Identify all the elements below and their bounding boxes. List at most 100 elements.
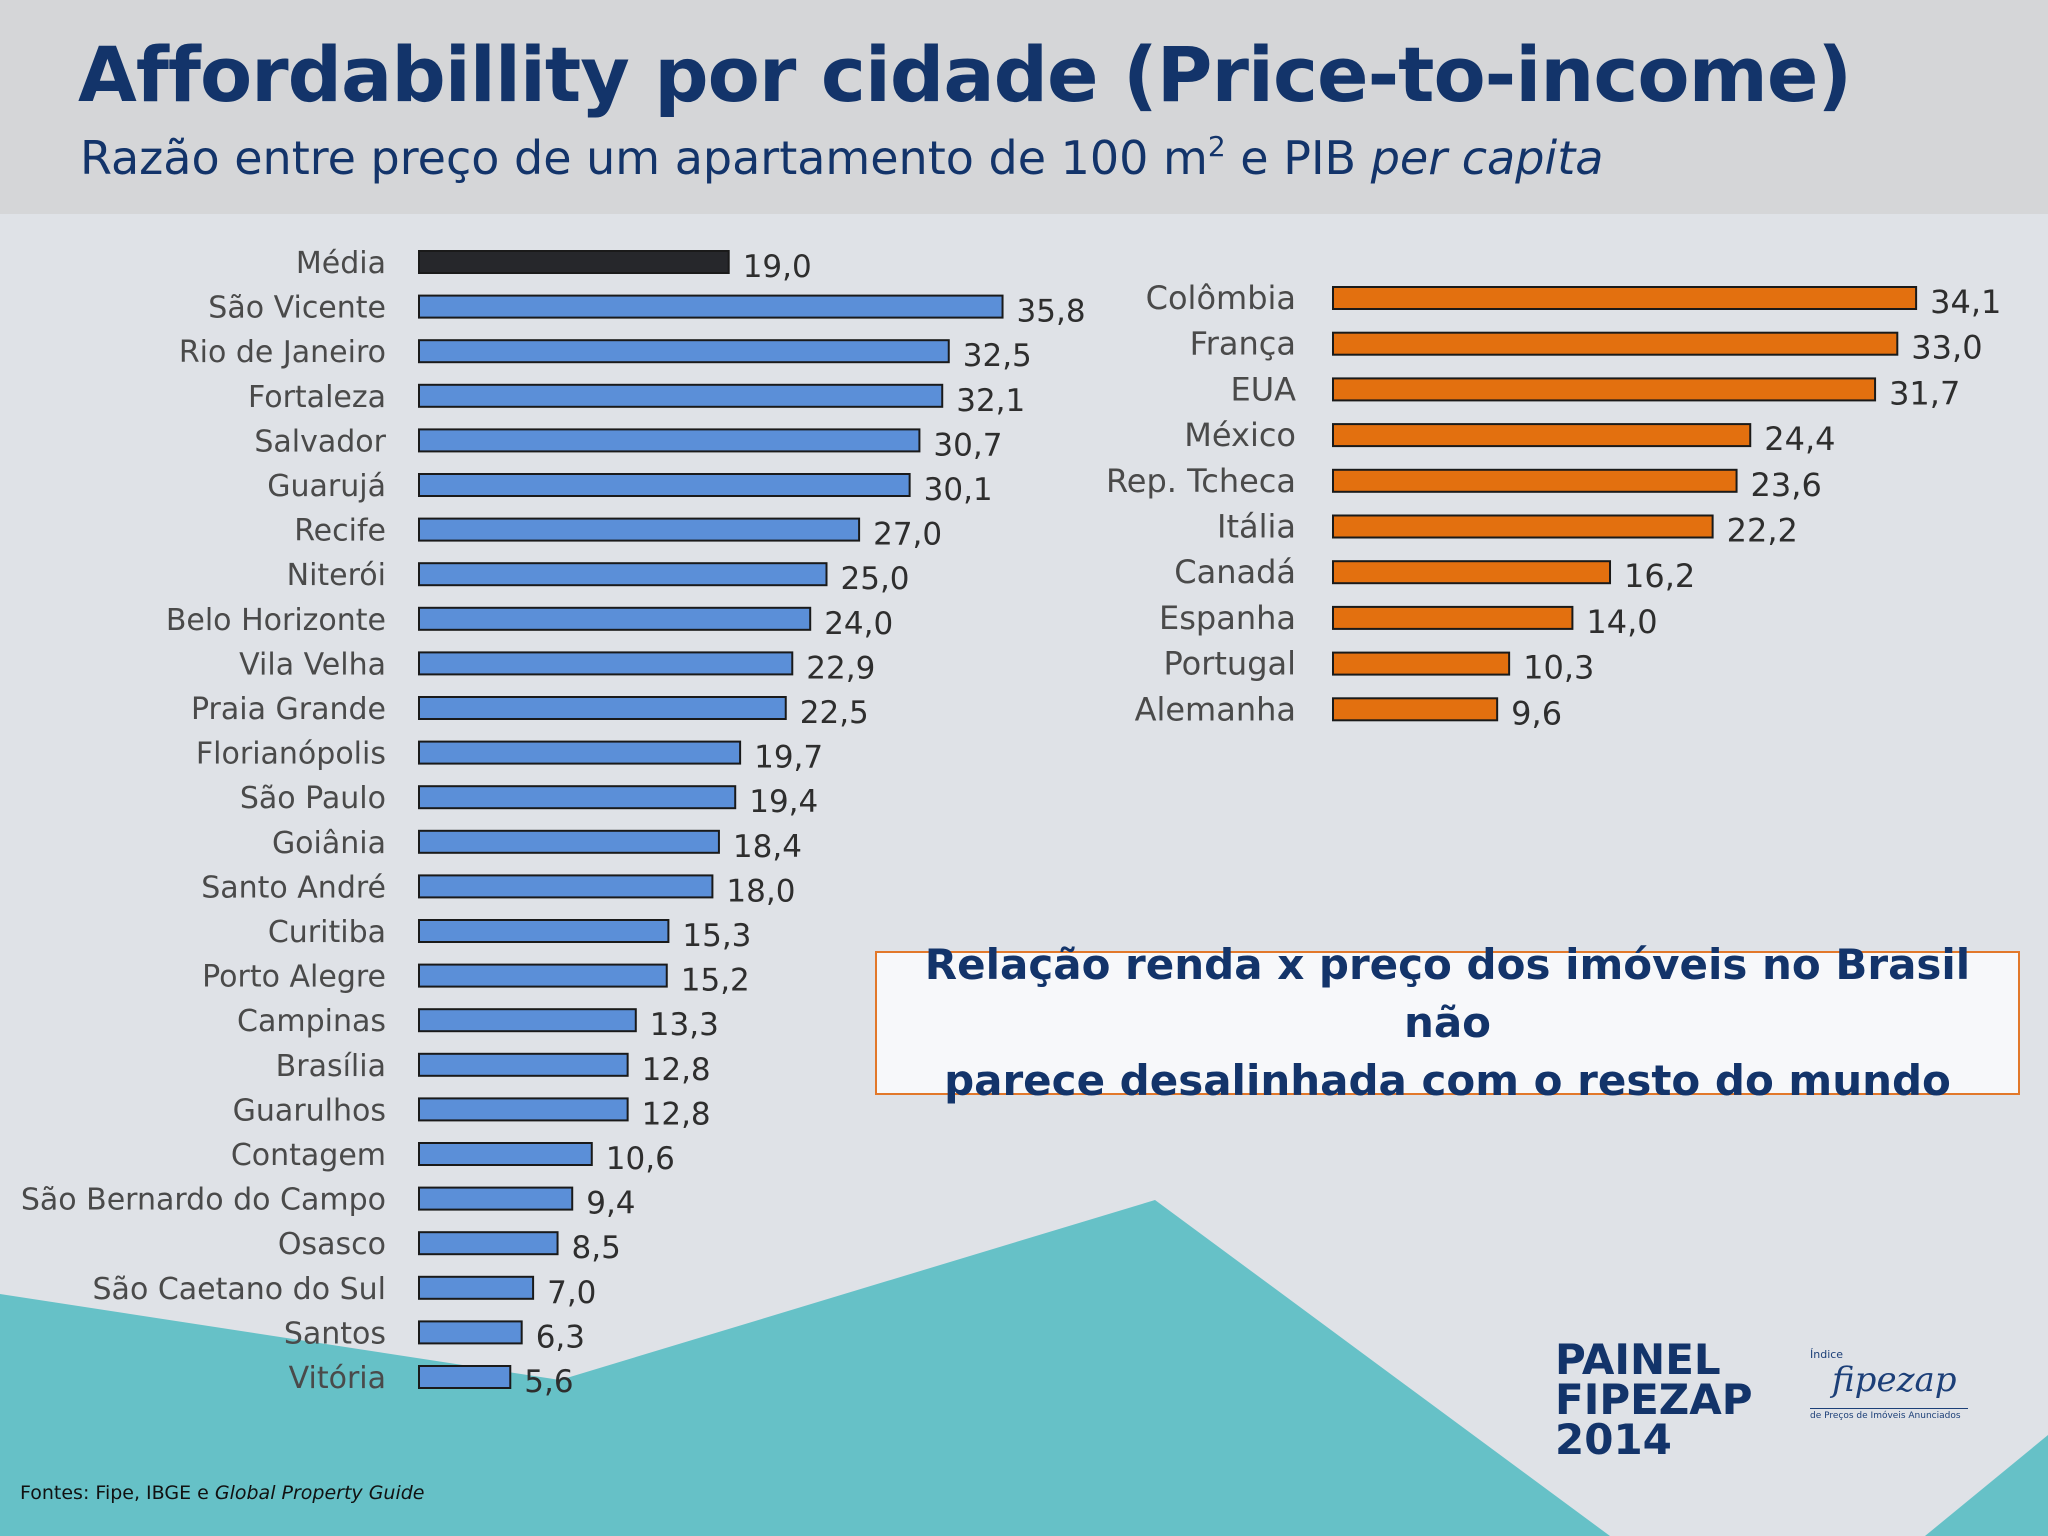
category-label: Brasília — [276, 1049, 386, 1084]
data-label: 25,0 — [841, 561, 910, 597]
data-label: 30,7 — [933, 427, 1002, 463]
subtitle-mid: e PIB — [1225, 131, 1371, 185]
background-teal-shape — [0, 1200, 1610, 1536]
bar — [418, 1052, 629, 1077]
data-label: 35,8 — [1017, 294, 1086, 330]
category-label: Espanha — [1159, 599, 1296, 637]
bar — [418, 250, 730, 274]
category-label: Salvador — [254, 424, 386, 459]
category-label: Itália — [1217, 508, 1296, 546]
bar — [418, 606, 812, 631]
data-label: 22,2 — [1727, 512, 1798, 550]
bar — [418, 651, 794, 676]
data-label: 15,3 — [682, 918, 751, 954]
data-label: 24,4 — [1764, 420, 1835, 458]
category-label: Contagem — [231, 1138, 386, 1173]
data-label: 12,8 — [642, 1052, 711, 1088]
category-label: Porto Alegre — [202, 960, 386, 995]
data-label: 10,3 — [1523, 649, 1594, 687]
category-label: Florianópolis — [196, 737, 386, 772]
bar — [418, 1097, 629, 1122]
bar — [1332, 560, 1612, 585]
fipezap-tagline: de Preços de Imóveis Anunciados — [1810, 1411, 1961, 1421]
callout-line-2: parece desalinhada com o resto do mundo — [944, 1056, 1951, 1105]
header-band: Affordabillity por cidade (Price-to-inco… — [0, 0, 2048, 214]
category-label: Colômbia — [1146, 279, 1296, 317]
bar — [418, 339, 950, 364]
category-label: Niterói — [287, 558, 386, 593]
bar — [418, 1320, 523, 1345]
page-subtitle: Razão entre preço de um apartamento de 1… — [80, 130, 1603, 185]
data-label: 24,0 — [824, 606, 893, 642]
category-label: Belo Horizonte — [166, 603, 386, 638]
background-teal-shape-right — [1925, 1435, 2048, 1536]
callout-box: Relação renda x preço dos imóveis no Bra… — [875, 940, 2020, 1105]
data-label: 19,4 — [749, 784, 818, 820]
data-label: 5,6 — [524, 1364, 573, 1400]
data-label: 8,5 — [572, 1230, 621, 1266]
data-label: 23,6 — [1751, 466, 1822, 504]
bar — [418, 696, 787, 720]
category-label: Alemanha — [1135, 690, 1296, 728]
bar — [1332, 331, 1899, 356]
category-label: Recife — [294, 514, 386, 549]
category-label: Média — [296, 246, 386, 281]
data-label: 19,7 — [754, 740, 823, 776]
category-label: Guarulhos — [233, 1093, 386, 1128]
category-label: Guarujá — [267, 469, 386, 504]
category-label: França — [1190, 325, 1296, 363]
bar — [418, 740, 742, 765]
page-title: Affordabillity por cidade (Price-to-inco… — [78, 30, 1852, 119]
countries-bar-chart: Colômbia 34,1 França 33,0 EUA 31,7 México 24,4 R… — [1106, 279, 2001, 732]
fipezap-index-logo: Índice fipezap de Preços de Imóveis Anun… — [1808, 1348, 1968, 1426]
brazil-cities-bar-chart: Média 19,0 São Vicente 35,8 Rio de Janeiro 32… — [21, 246, 1086, 1400]
bar — [1332, 423, 1752, 448]
bar — [418, 919, 670, 943]
bar — [1332, 468, 1738, 493]
bar — [1332, 605, 1574, 630]
category-label: Portugal — [1163, 645, 1296, 683]
bar — [418, 874, 714, 899]
bar — [1332, 651, 1511, 676]
category-label: México — [1184, 416, 1296, 454]
bar — [1332, 697, 1499, 722]
painel-fipezap-logo: PAINEL FIPEZAP 2014 — [1555, 1339, 1753, 1464]
data-label: 9,6 — [1511, 694, 1562, 732]
bar — [418, 1365, 512, 1389]
category-label: Rep. Tcheca — [1106, 462, 1296, 500]
painel-line-3: 2014 — [1555, 1415, 1672, 1464]
data-label: 13,3 — [650, 1007, 719, 1043]
category-label: Rio de Janeiro — [179, 335, 386, 370]
bar — [418, 1142, 593, 1166]
bar — [418, 383, 944, 408]
callout-line-1: Relação renda x preço dos imóveis no Bra… — [924, 940, 1971, 1047]
bar — [418, 785, 737, 810]
subtitle-superscript: 2 — [1207, 130, 1226, 163]
category-label: Fortaleza — [248, 380, 386, 415]
bar — [418, 428, 921, 453]
data-label: 34,1 — [1930, 283, 2001, 321]
data-label: 7,0 — [547, 1275, 596, 1311]
sources-italic: Global Property Guide — [214, 1482, 425, 1504]
data-label: 16,2 — [1624, 557, 1695, 595]
sources-prefix: Fontes: Fipe, IBGE e — [20, 1482, 215, 1504]
painel-line-2: FIPEZAP — [1555, 1375, 1753, 1424]
data-label: 19,0 — [743, 249, 812, 285]
sources-footnote: Fontes: Fipe, IBGE e Global Property Gui… — [20, 1482, 425, 1504]
data-label: 9,4 — [586, 1186, 635, 1222]
data-label: 10,6 — [606, 1141, 675, 1177]
category-label: Vitória — [289, 1361, 386, 1396]
category-label: Vila Velha — [239, 647, 386, 682]
category-label: Santo André — [201, 870, 386, 905]
data-label: 14,0 — [1586, 603, 1657, 641]
bar — [418, 1186, 574, 1211]
data-label: 22,5 — [800, 695, 869, 731]
data-label: 18,4 — [733, 829, 802, 865]
bar — [418, 517, 861, 542]
data-label: 32,1 — [956, 383, 1025, 419]
bar — [1332, 286, 1918, 310]
data-label: 15,2 — [681, 963, 750, 999]
category-label: Curitiba — [268, 915, 386, 950]
